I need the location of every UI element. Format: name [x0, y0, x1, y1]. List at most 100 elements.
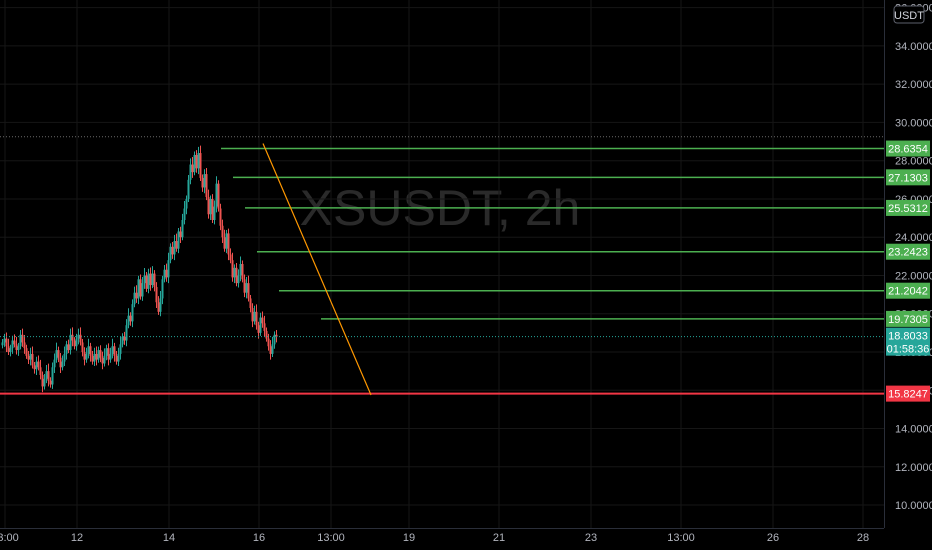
y-tick-label: 14.0000	[895, 424, 932, 436]
candle-body	[53, 359, 56, 368]
candle-body	[121, 336, 124, 345]
resistance-label: 19.7305	[888, 314, 928, 326]
candle-body	[135, 292, 138, 299]
candle-body	[1, 342, 4, 346]
candle-body	[251, 308, 254, 322]
x-tick-label: 13:00	[667, 532, 695, 544]
candle-body	[181, 220, 184, 238]
candle-body	[189, 164, 192, 180]
support-label-box	[886, 385, 930, 402]
candle-body	[143, 275, 146, 284]
candle-body	[139, 279, 142, 297]
candle-body	[167, 260, 170, 278]
candle-body	[33, 365, 36, 370]
candle-body	[81, 342, 84, 352]
candle-body	[163, 269, 166, 280]
candle-body	[239, 264, 242, 276]
candle-body	[257, 325, 260, 333]
candle-body	[145, 275, 148, 289]
y-tick-label: 22.0000	[895, 270, 932, 282]
candle-body	[99, 350, 102, 358]
candle-body	[221, 225, 224, 238]
candle-body	[197, 153, 200, 169]
countdown-label: 01:58:36	[887, 344, 930, 356]
support-label: 15.8247	[888, 389, 928, 401]
candle-body	[27, 355, 30, 360]
candle-body	[171, 246, 174, 255]
candle-body	[31, 353, 34, 366]
candle-body	[273, 334, 276, 345]
candle-body	[51, 367, 54, 385]
candle-body	[115, 355, 118, 362]
candle-body	[11, 340, 14, 349]
candle-body	[247, 283, 250, 299]
candle-body	[127, 315, 130, 326]
candle-body	[215, 183, 218, 207]
candle-body	[107, 348, 110, 360]
candle-body	[97, 350, 100, 360]
candle-body	[35, 361, 38, 370]
candle-body	[199, 153, 202, 178]
x-tick-label: 23	[585, 532, 597, 544]
candle-body	[157, 302, 160, 312]
level-lines	[0, 136, 884, 395]
candle-body	[117, 353, 120, 362]
currency-label: USDT	[894, 10, 924, 22]
candle-body	[175, 241, 178, 249]
x-tick-label: 16	[253, 532, 265, 544]
candle-body	[165, 269, 168, 278]
resistance-label-box	[886, 169, 930, 186]
candle-body	[119, 344, 122, 354]
candle-body	[113, 346, 116, 356]
candle-body	[173, 241, 176, 255]
candle-body	[125, 325, 128, 341]
candle-body	[245, 283, 248, 293]
currency-button[interactable]: USDT	[893, 5, 925, 24]
resistance-label-box	[886, 243, 930, 260]
time-axis: 13:00 12 14 16 13:00 19 21 23 13:00 26 28	[0, 532, 869, 544]
candle-body	[275, 334, 278, 337]
resistance-label: 28.6354	[888, 144, 928, 156]
candle-body	[217, 183, 220, 209]
candle-body	[267, 338, 270, 347]
y-tick-label: 24.0000	[895, 232, 932, 244]
candle-body	[63, 353, 66, 362]
candle-body	[47, 371, 50, 381]
candle-body	[193, 154, 196, 173]
candle-body	[159, 298, 162, 312]
x-tick-label: 28	[857, 532, 869, 544]
y-tick-label: 28.0000	[895, 156, 932, 168]
candle-body	[85, 353, 88, 360]
candle-body	[89, 346, 92, 356]
candle-body	[109, 353, 112, 360]
trend-line	[262, 143, 372, 396]
candle-body	[93, 353, 96, 362]
candle-body	[79, 334, 82, 343]
candle-body	[123, 336, 126, 341]
candle-body	[49, 380, 52, 385]
candle-body	[7, 346, 10, 352]
candle-body	[105, 348, 108, 356]
resistance-label-box	[886, 140, 930, 157]
candle-body	[45, 371, 48, 379]
candle-body	[9, 348, 12, 352]
candle-body	[23, 342, 26, 349]
candle-body	[205, 174, 208, 198]
candle-body	[243, 279, 246, 293]
y-tick-label: 12.0000	[895, 462, 932, 474]
candle-body	[69, 334, 72, 351]
candle-body	[67, 344, 70, 351]
resistance-label: 25.5312	[888, 203, 928, 215]
candle-body	[253, 311, 256, 322]
x-tick-label: 12	[71, 532, 83, 544]
candle-body	[15, 344, 18, 351]
candle-body	[179, 231, 182, 238]
candle-body	[223, 237, 226, 249]
candle-body	[43, 378, 46, 387]
resistance-label-box	[886, 282, 930, 299]
candle-body	[209, 198, 212, 215]
candle-body	[147, 273, 150, 289]
candle-body	[185, 198, 188, 209]
candle-body	[39, 367, 42, 375]
resistance-label-box	[886, 199, 930, 216]
